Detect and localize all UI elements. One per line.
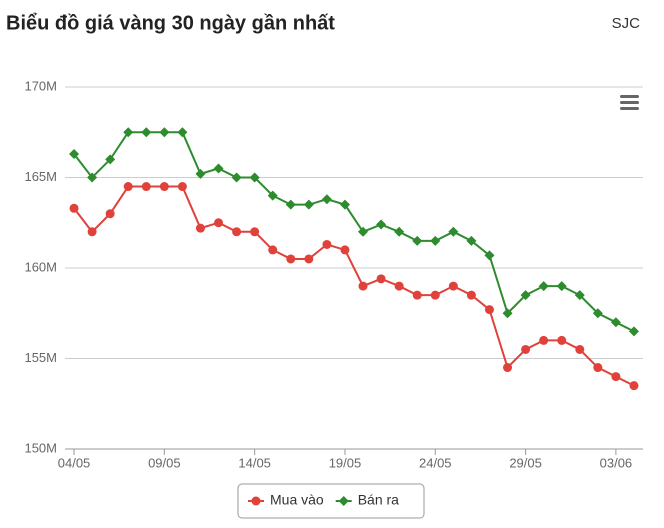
- point: [232, 227, 242, 237]
- point: [123, 127, 134, 138]
- point: [141, 182, 151, 192]
- point: [87, 172, 98, 183]
- point: [250, 227, 260, 237]
- point: [539, 335, 549, 345]
- point: [340, 245, 350, 255]
- point: [322, 239, 332, 249]
- point: [231, 172, 242, 183]
- chart-subtitle: SJC: [612, 15, 641, 32]
- legend-label[interactable]: Mua vào: [270, 492, 324, 508]
- point: [610, 317, 621, 328]
- point: [592, 308, 603, 319]
- x-tick-label: 03/06: [600, 455, 633, 470]
- point: [141, 127, 152, 138]
- point: [520, 290, 531, 301]
- point: [466, 235, 477, 246]
- point: [484, 250, 495, 261]
- point: [267, 190, 278, 201]
- point: [87, 227, 97, 237]
- point: [611, 372, 621, 382]
- point: [412, 235, 423, 246]
- point: [123, 182, 133, 192]
- x-tick-label: 09/05: [148, 455, 181, 470]
- point: [448, 281, 458, 291]
- point: [286, 254, 296, 264]
- x-tick-label: 19/05: [329, 455, 362, 470]
- point: [466, 290, 476, 300]
- point: [213, 163, 224, 174]
- x-tick-label: 29/05: [509, 455, 542, 470]
- point: [376, 219, 387, 230]
- point: [448, 226, 459, 237]
- point: [159, 182, 169, 192]
- point: [105, 209, 115, 219]
- point: [177, 182, 187, 192]
- point: [430, 290, 440, 300]
- point: [628, 326, 639, 337]
- point: [69, 203, 79, 213]
- point: [521, 344, 531, 354]
- point: [195, 223, 205, 233]
- point: [557, 335, 567, 345]
- point: [303, 199, 314, 210]
- point: [285, 199, 296, 210]
- point: [629, 381, 639, 391]
- point: [484, 305, 494, 315]
- point: [177, 127, 188, 138]
- point: [503, 363, 513, 373]
- chart-title: Biểu đồ giá vàng 30 ngày gần nhất: [6, 12, 335, 34]
- y-tick-label: 170M: [24, 78, 57, 93]
- point: [575, 344, 585, 354]
- point: [574, 290, 585, 301]
- point: [412, 290, 422, 300]
- point: [105, 154, 116, 165]
- point: [394, 226, 405, 237]
- legend-label[interactable]: Bán ra: [358, 492, 399, 508]
- point: [304, 254, 314, 264]
- point: [214, 218, 224, 228]
- point: [195, 168, 206, 179]
- point: [593, 363, 603, 373]
- point: [556, 281, 567, 292]
- series-line: [73, 131, 635, 333]
- x-tick-label: 24/05: [419, 455, 452, 470]
- point: [538, 281, 549, 292]
- point: [376, 274, 386, 284]
- point: [358, 226, 369, 237]
- legend-symbol: [338, 496, 349, 506]
- x-tick-label: 14/05: [238, 455, 271, 470]
- point: [69, 148, 80, 159]
- y-tick-label: 155M: [24, 350, 57, 365]
- y-tick-label: 165M: [24, 169, 57, 184]
- point: [502, 308, 513, 319]
- point: [249, 172, 260, 183]
- point: [321, 194, 332, 205]
- point: [358, 281, 368, 291]
- point: [430, 235, 441, 246]
- menu-button[interactable]: [620, 95, 639, 110]
- point: [268, 245, 278, 255]
- y-tick-label: 160M: [24, 259, 57, 274]
- point: [394, 281, 404, 291]
- point: [339, 199, 350, 210]
- y-tick-label: 150M: [24, 440, 57, 455]
- point: [159, 127, 170, 138]
- legend-symbol: [251, 496, 261, 506]
- legend-box: [237, 483, 425, 519]
- x-tick-label: 04/05: [58, 455, 91, 470]
